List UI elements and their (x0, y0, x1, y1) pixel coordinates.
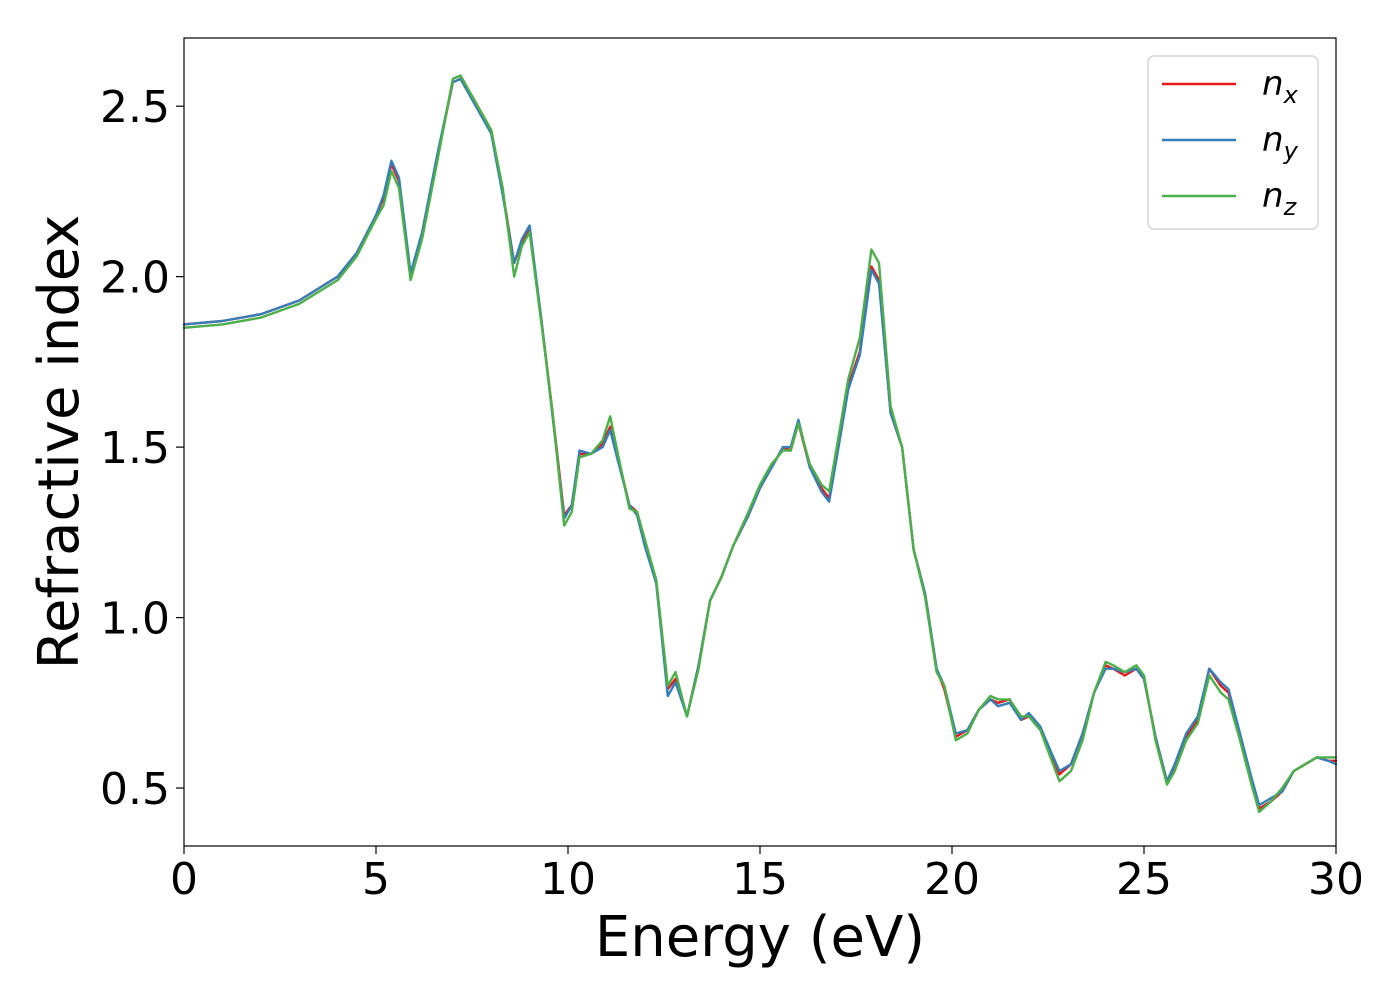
x-tick-label: 0 (170, 854, 198, 905)
legend-box (1147, 55, 1319, 230)
legend-item-x: nx (1162, 64, 1299, 109)
y-tick-label: 0.5 (100, 764, 170, 815)
x-axis: 0 5 10 15 20 25 30 (170, 846, 1364, 905)
y-tick-label: 2.0 (100, 253, 170, 304)
legend-label: nz (1262, 176, 1298, 221)
legend: nx ny nz (1147, 55, 1319, 230)
x-tick-label: 10 (540, 854, 596, 905)
y-tick-label: 1.0 (100, 594, 170, 645)
x-tick-label: 25 (1116, 854, 1172, 905)
series-line-z (182, 74, 1338, 814)
y-tick-label: 2.5 (100, 82, 170, 133)
x-tick-label: 5 (362, 854, 390, 905)
x-tick-label: 30 (1308, 854, 1364, 905)
legend-item-z: nz (1162, 176, 1298, 221)
y-axis: 0.5 1.0 1.5 2.0 2.5 (100, 82, 184, 815)
legend-label: ny (1262, 120, 1299, 165)
legend-item-y: ny (1162, 120, 1299, 165)
x-tick-label: 20 (924, 854, 980, 905)
x-axis-label: Energy (eV) (595, 905, 925, 970)
plot-lines (182, 74, 1338, 814)
legend-label: nx (1262, 64, 1299, 109)
y-tick-label: 1.5 (100, 423, 170, 474)
x-tick-label: 15 (732, 854, 788, 905)
y-axis-label: Refractive index (27, 215, 92, 670)
